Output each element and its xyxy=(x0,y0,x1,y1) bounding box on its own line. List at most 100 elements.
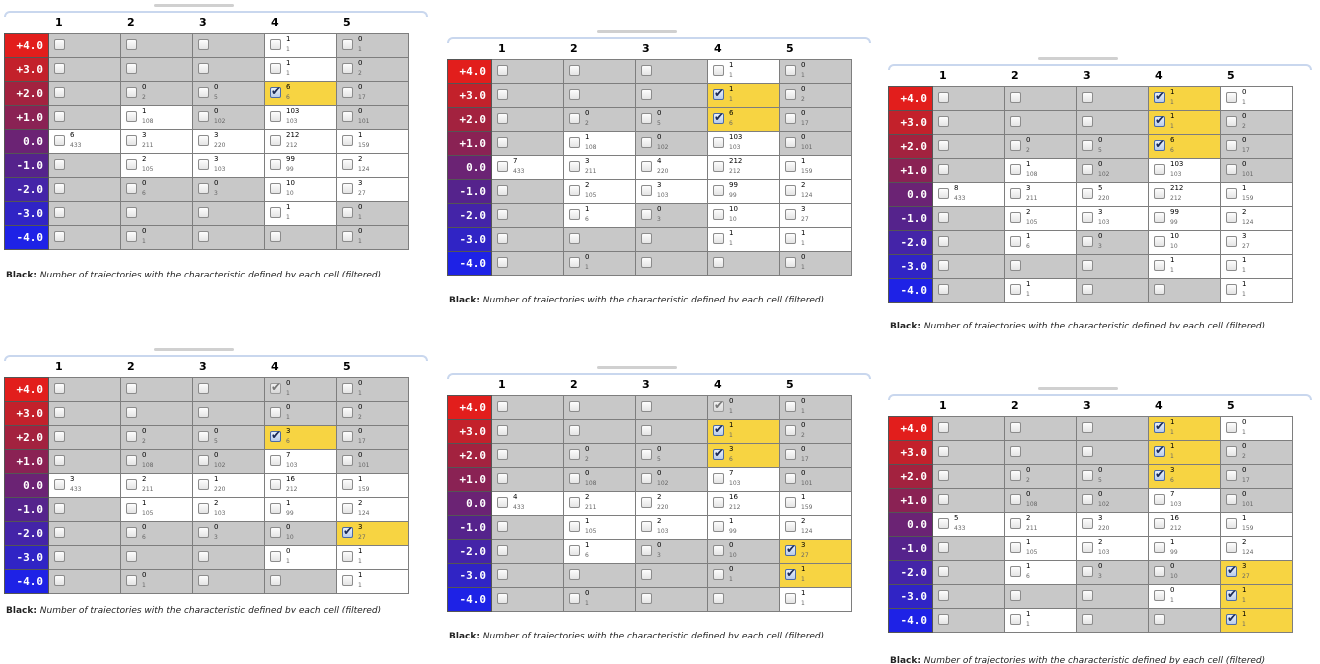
cell-checkbox[interactable] xyxy=(641,257,652,268)
cell-checkbox[interactable] xyxy=(1082,92,1093,103)
grid-cell[interactable]: 16 212 xyxy=(707,491,780,516)
cell-checkbox[interactable] xyxy=(54,39,65,50)
grid-cell[interactable]: 0 10 xyxy=(707,539,780,564)
cell-checkbox[interactable] xyxy=(198,183,209,194)
grid-cell[interactable] xyxy=(48,201,121,226)
cell-checkbox[interactable] xyxy=(497,569,508,580)
cell-checkbox[interactable] xyxy=(569,257,580,268)
cell-checkbox[interactable] xyxy=(1082,188,1093,199)
cell-checkbox[interactable] xyxy=(1226,611,1237,625)
cell-checkbox[interactable] xyxy=(1010,260,1021,271)
grid-cell[interactable] xyxy=(48,105,121,130)
cell-checkbox[interactable] xyxy=(785,161,796,172)
cell-checkbox[interactable] xyxy=(1226,446,1237,457)
cell-checkbox[interactable] xyxy=(270,503,281,514)
grid-cell[interactable]: 0 102 xyxy=(635,131,708,156)
grid-cell[interactable] xyxy=(1076,608,1149,633)
cell-checkbox[interactable] xyxy=(569,521,580,532)
cell-checkbox[interactable] xyxy=(1226,518,1237,529)
cell-checkbox[interactable] xyxy=(54,231,65,242)
grid-cell[interactable]: 0 102 xyxy=(635,467,708,492)
cell-checkbox[interactable] xyxy=(713,110,724,124)
cell-checkbox[interactable] xyxy=(270,527,281,538)
grid-cell[interactable] xyxy=(192,201,265,226)
cell-checkbox[interactable] xyxy=(641,161,652,172)
grid-cell[interactable]: 0 101 xyxy=(1220,488,1293,513)
cell-checkbox[interactable] xyxy=(497,65,508,76)
grid-cell[interactable]: 0 101 xyxy=(779,467,852,492)
cell-checkbox[interactable] xyxy=(938,188,949,199)
cell-checkbox[interactable] xyxy=(126,111,137,122)
grid-cell[interactable]: 11 xyxy=(1148,110,1221,135)
cell-checkbox[interactable] xyxy=(1154,236,1165,247)
grid-cell[interactable] xyxy=(932,254,1005,279)
cell-checkbox[interactable] xyxy=(938,446,949,457)
cell-checkbox[interactable] xyxy=(198,87,209,98)
cell-checkbox[interactable] xyxy=(497,257,508,268)
grid-cell[interactable] xyxy=(491,131,564,156)
cell-checkbox[interactable] xyxy=(713,185,724,196)
grid-cell[interactable]: 6 433 xyxy=(48,129,121,154)
grid-cell[interactable]: 1 99 xyxy=(1148,536,1221,561)
cell-checkbox[interactable] xyxy=(641,497,652,508)
cell-checkbox[interactable] xyxy=(785,593,796,604)
cell-checkbox[interactable] xyxy=(1154,212,1165,223)
cell-checkbox[interactable] xyxy=(713,569,724,580)
cell-checkbox[interactable] xyxy=(1226,92,1237,103)
grid-cell[interactable]: 10 10 xyxy=(1148,230,1221,255)
cell-checkbox[interactable] xyxy=(54,479,65,490)
cell-checkbox[interactable] xyxy=(270,551,281,562)
grid-cell[interactable]: 0 17 xyxy=(1220,464,1293,489)
cell-checkbox[interactable] xyxy=(54,383,65,394)
grid-cell[interactable] xyxy=(1076,110,1149,135)
cell-checkbox[interactable] xyxy=(785,89,796,100)
cell-checkbox[interactable] xyxy=(198,407,209,418)
cell-checkbox[interactable] xyxy=(342,183,353,194)
grid-cell[interactable]: 99 99 xyxy=(707,179,780,204)
grid-cell[interactable] xyxy=(48,57,121,82)
cell-checkbox[interactable] xyxy=(641,113,652,124)
cell-checkbox[interactable] xyxy=(938,542,949,553)
cell-checkbox[interactable] xyxy=(126,207,137,218)
cell-checkbox[interactable] xyxy=(126,503,137,514)
grid-cell[interactable]: 16 212 xyxy=(1148,512,1221,537)
cell-checkbox[interactable] xyxy=(1226,422,1237,433)
grid-cell[interactable] xyxy=(48,225,121,250)
cell-checkbox[interactable] xyxy=(126,527,137,538)
grid-cell[interactable] xyxy=(192,401,265,426)
cell-checkbox[interactable] xyxy=(270,84,281,98)
grid-cell[interactable] xyxy=(932,536,1005,561)
cell-checkbox[interactable] xyxy=(938,470,949,481)
grid-cell[interactable]: 327 xyxy=(779,539,852,564)
cell-checkbox[interactable] xyxy=(713,86,724,100)
grid-cell[interactable]: 3 220 xyxy=(1076,512,1149,537)
cell-checkbox[interactable] xyxy=(713,473,724,484)
grid-cell[interactable] xyxy=(491,443,564,468)
cell-checkbox[interactable] xyxy=(1082,164,1093,175)
cell-checkbox[interactable] xyxy=(785,209,796,220)
grid-cell[interactable]: 11 xyxy=(1148,416,1221,441)
cell-checkbox[interactable] xyxy=(1082,590,1093,601)
grid-cell[interactable] xyxy=(563,59,636,84)
grid-cell[interactable]: 2 220 xyxy=(635,491,708,516)
cell-checkbox[interactable] xyxy=(713,257,724,268)
cell-checkbox[interactable] xyxy=(126,231,137,242)
cell-checkbox[interactable] xyxy=(1226,164,1237,175)
cell-checkbox[interactable] xyxy=(713,593,724,604)
grid-cell[interactable]: 11 xyxy=(707,419,780,444)
cell-checkbox[interactable] xyxy=(1082,446,1093,457)
grid-cell[interactable]: 1 159 xyxy=(336,129,409,154)
grid-cell[interactable]: 103 103 xyxy=(707,131,780,156)
cell-checkbox[interactable] xyxy=(497,89,508,100)
grid-cell[interactable] xyxy=(932,86,1005,111)
cell-checkbox[interactable] xyxy=(785,449,796,460)
